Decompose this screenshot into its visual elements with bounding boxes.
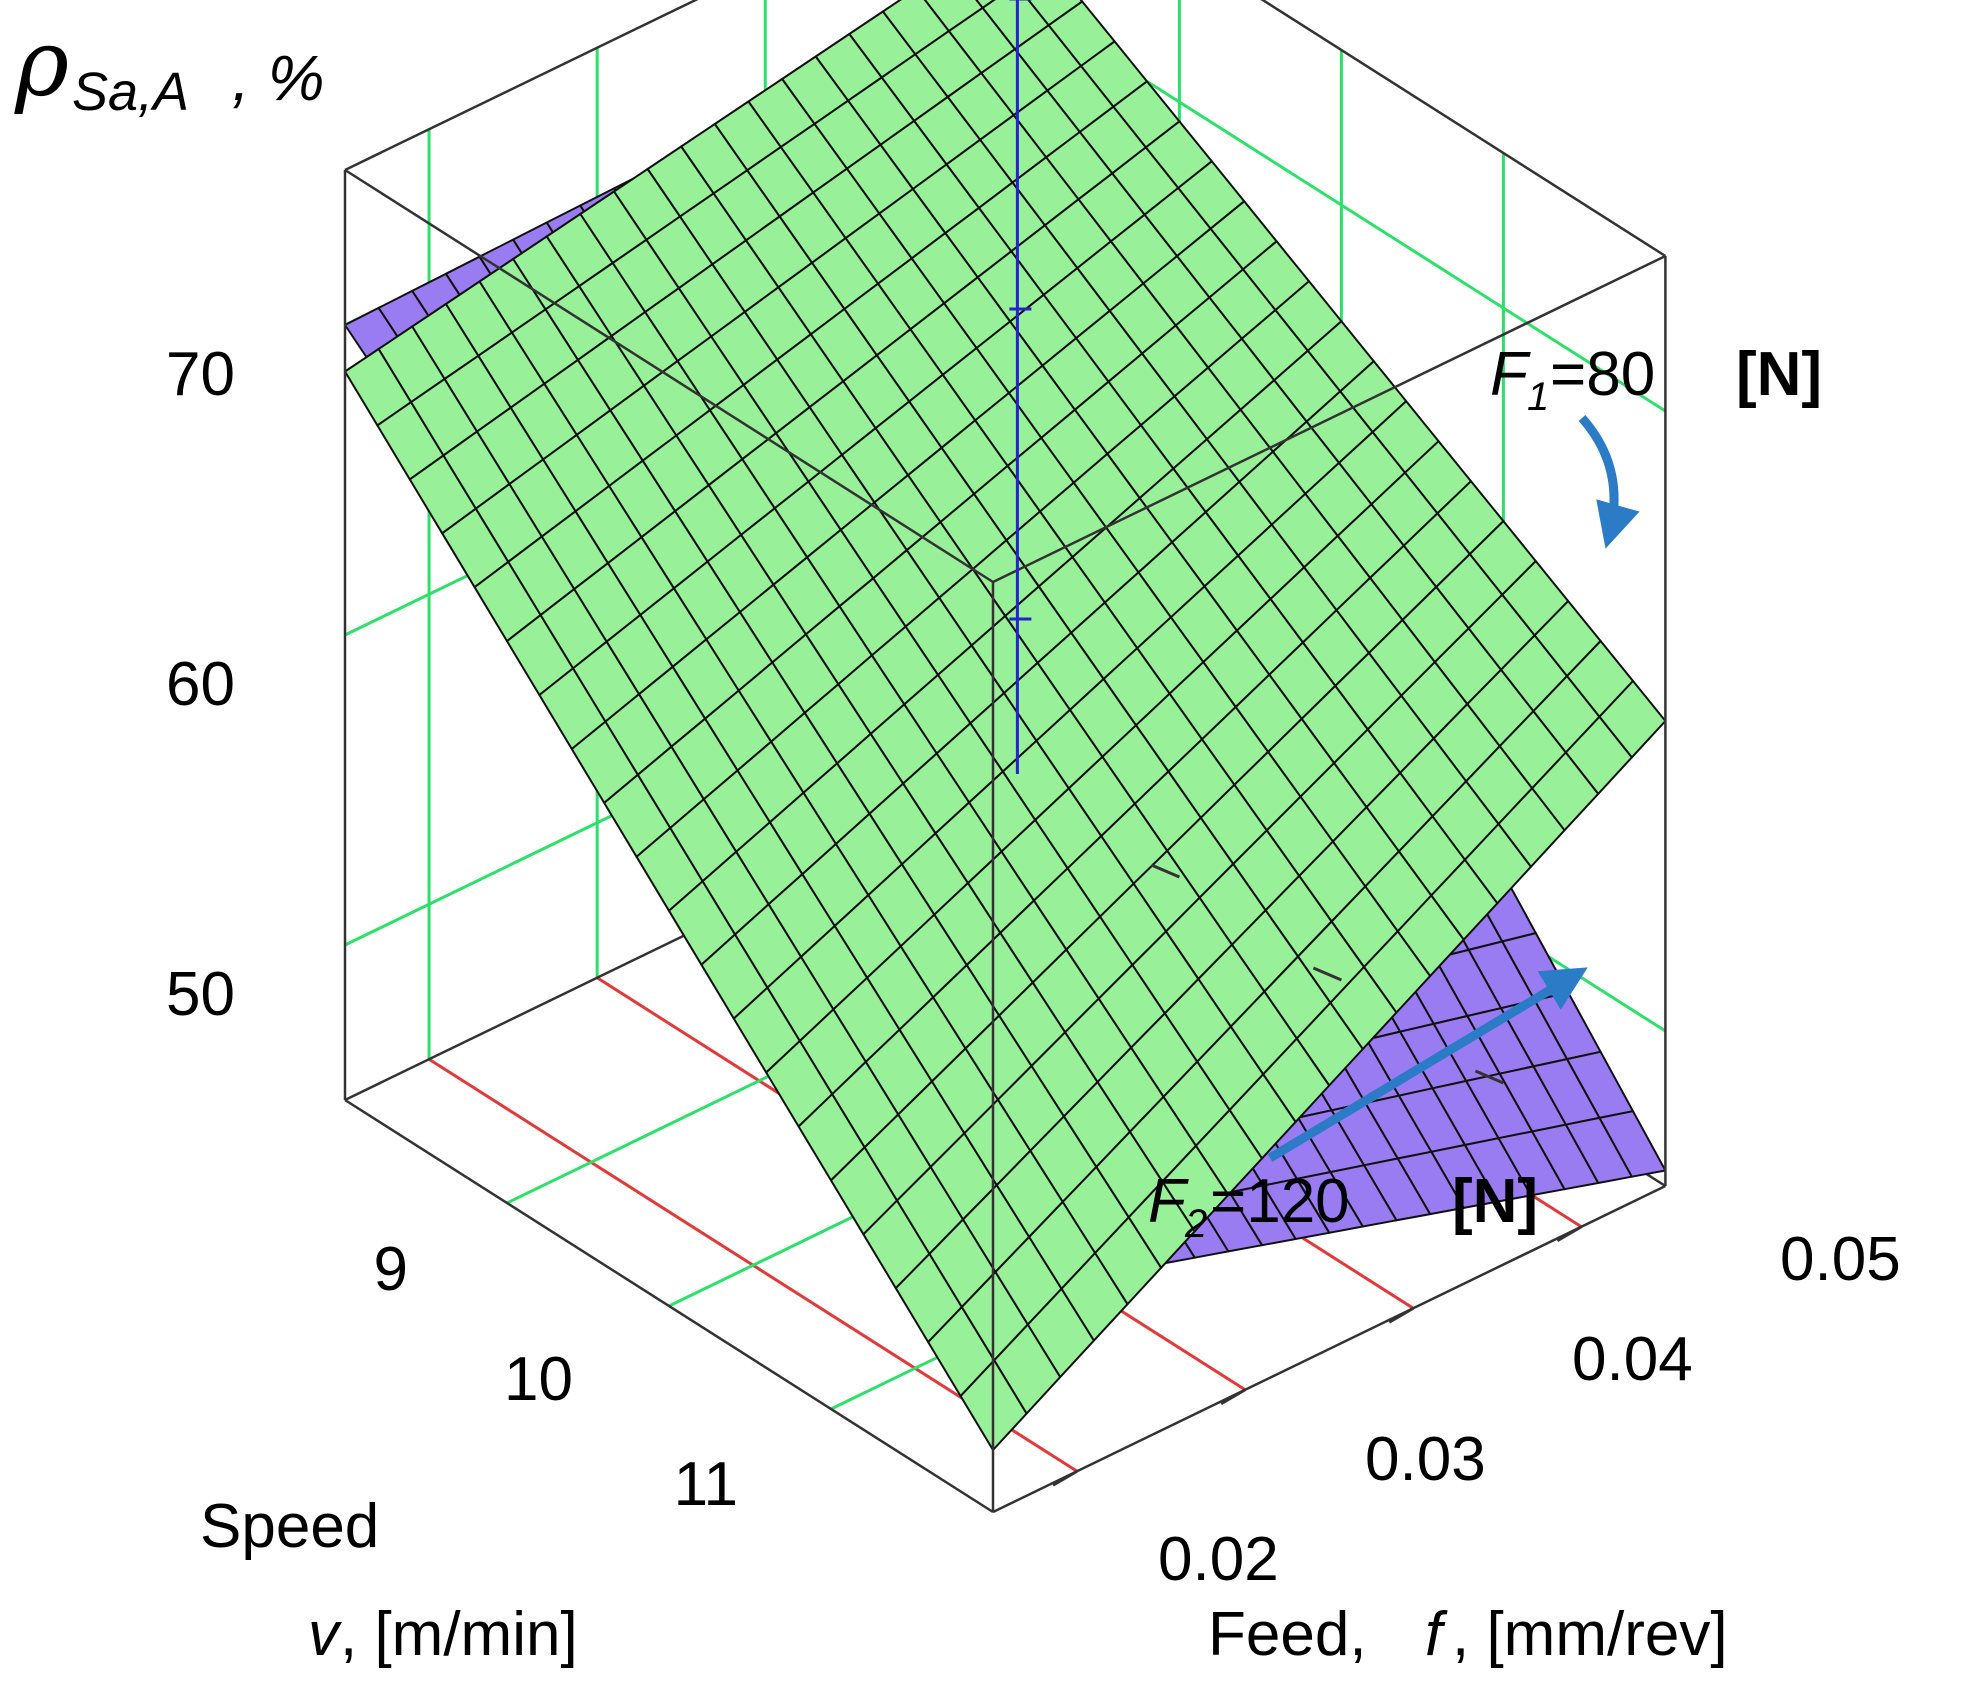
z-tick-label: 70 [166,340,235,409]
speed-tick-label: 11 [674,1450,738,1519]
series-label-f2-sub: 2 [1184,1202,1207,1246]
feed-tick [1220,1388,1246,1406]
box-edge [344,0,699,172]
feed-tick-label: 0.02 [1158,1525,1279,1594]
feed-tick [1052,1469,1078,1487]
z-tick-label: 50 [166,960,235,1029]
z-tick-label: 60 [166,650,235,719]
feed-tick-label: 0.04 [1572,1325,1693,1394]
feed-tick-label: 0.05 [1780,1225,1901,1294]
speed-tick [1474,1069,1504,1085]
feed-tick [1388,1306,1415,1324]
surfaces [344,0,1667,1451]
speed-tick-label: 9 [374,1235,408,1304]
surface-f1 [344,0,1667,1451]
feed-axis-title-var: f [1425,1600,1448,1669]
series-label-f1-var: F [1490,340,1531,409]
feed-tick-label: 0.03 [1365,1425,1486,1494]
speed-axis-title-var: v [308,1600,342,1669]
series-label-f1-sub: 1 [1527,375,1549,419]
box-frame-front [343,168,1667,1514]
speed-tick [1150,863,1180,879]
feed-tick [1556,1225,1583,1243]
feed-axis-title: Feed, [1208,1600,1367,1669]
box-edge [344,168,994,584]
z-axis-title: ρ [14,10,69,117]
series-label-f2-unit: [N] [1452,1167,1538,1236]
speed-axis-title-unit: , [m/min] [340,1600,578,1669]
box-edge [992,1184,1666,1514]
box-edge [344,1098,994,1514]
speed-tick-label: 10 [504,1345,573,1414]
z-axis-title-subscript: Sa,A [72,62,189,122]
annotation-arrow-f1 [1578,415,1640,549]
speed-tick [1312,966,1342,982]
box-edge [1260,0,1667,258]
box-edge [992,254,1666,584]
series-label-f2-eq: =120 [1210,1167,1350,1236]
annotation-arrow-f2 [1267,967,1588,1162]
series-label-f1-unit: [N] [1736,340,1822,409]
z-axis-title-unit: , % [232,42,324,114]
axis-ticks [1009,0,1583,1487]
feed-axis-title-unit: , [mm/rev] [1452,1600,1728,1669]
series-label-f2-var: F [1148,1167,1189,1236]
series-label-f1-eq: =80 [1550,340,1655,409]
speed-axis-title: Speed [200,1492,379,1561]
